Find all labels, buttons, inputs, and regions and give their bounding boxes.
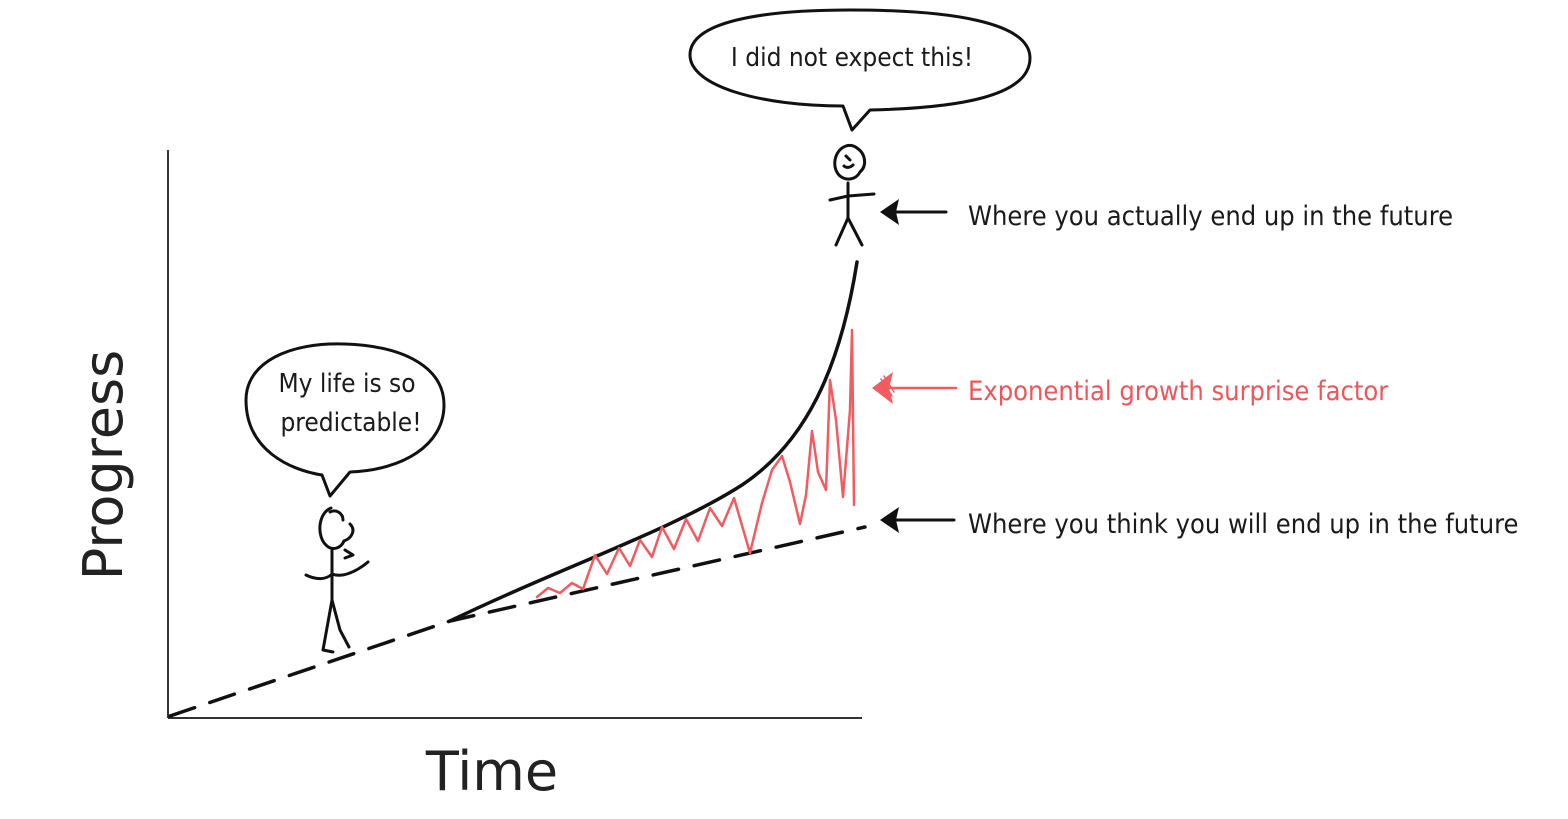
surprise-zigzag [535, 328, 856, 599]
stick-figure-future [828, 143, 876, 247]
label-expected-future: Where you think you will end up in the f… [968, 509, 1518, 540]
speech-bubble-future: I did not expect this! [688, 8, 1032, 132]
expected-dashed-line [168, 525, 867, 718]
label-actual-future: Where you actually end up in the future [968, 201, 1453, 232]
y-axis-title: Progress [72, 350, 135, 580]
bubble-present-line1: My life is so [278, 369, 415, 399]
actual-exponential-curve [448, 260, 859, 623]
bubble-present-line2: predictable! [280, 408, 421, 438]
bubble-future-text: I did not expect this! [731, 43, 973, 73]
x-axis-title: Time [425, 740, 558, 803]
stick-figure-present [304, 506, 370, 654]
axes [167, 150, 862, 719]
label-surprise-factor: Exponential growth surprise factor [968, 376, 1388, 407]
arrow-actual [880, 199, 948, 225]
arrow-expected [880, 507, 956, 533]
arrow-surprise [872, 372, 958, 404]
speech-bubble-present: My life is so predictable! [244, 342, 446, 498]
